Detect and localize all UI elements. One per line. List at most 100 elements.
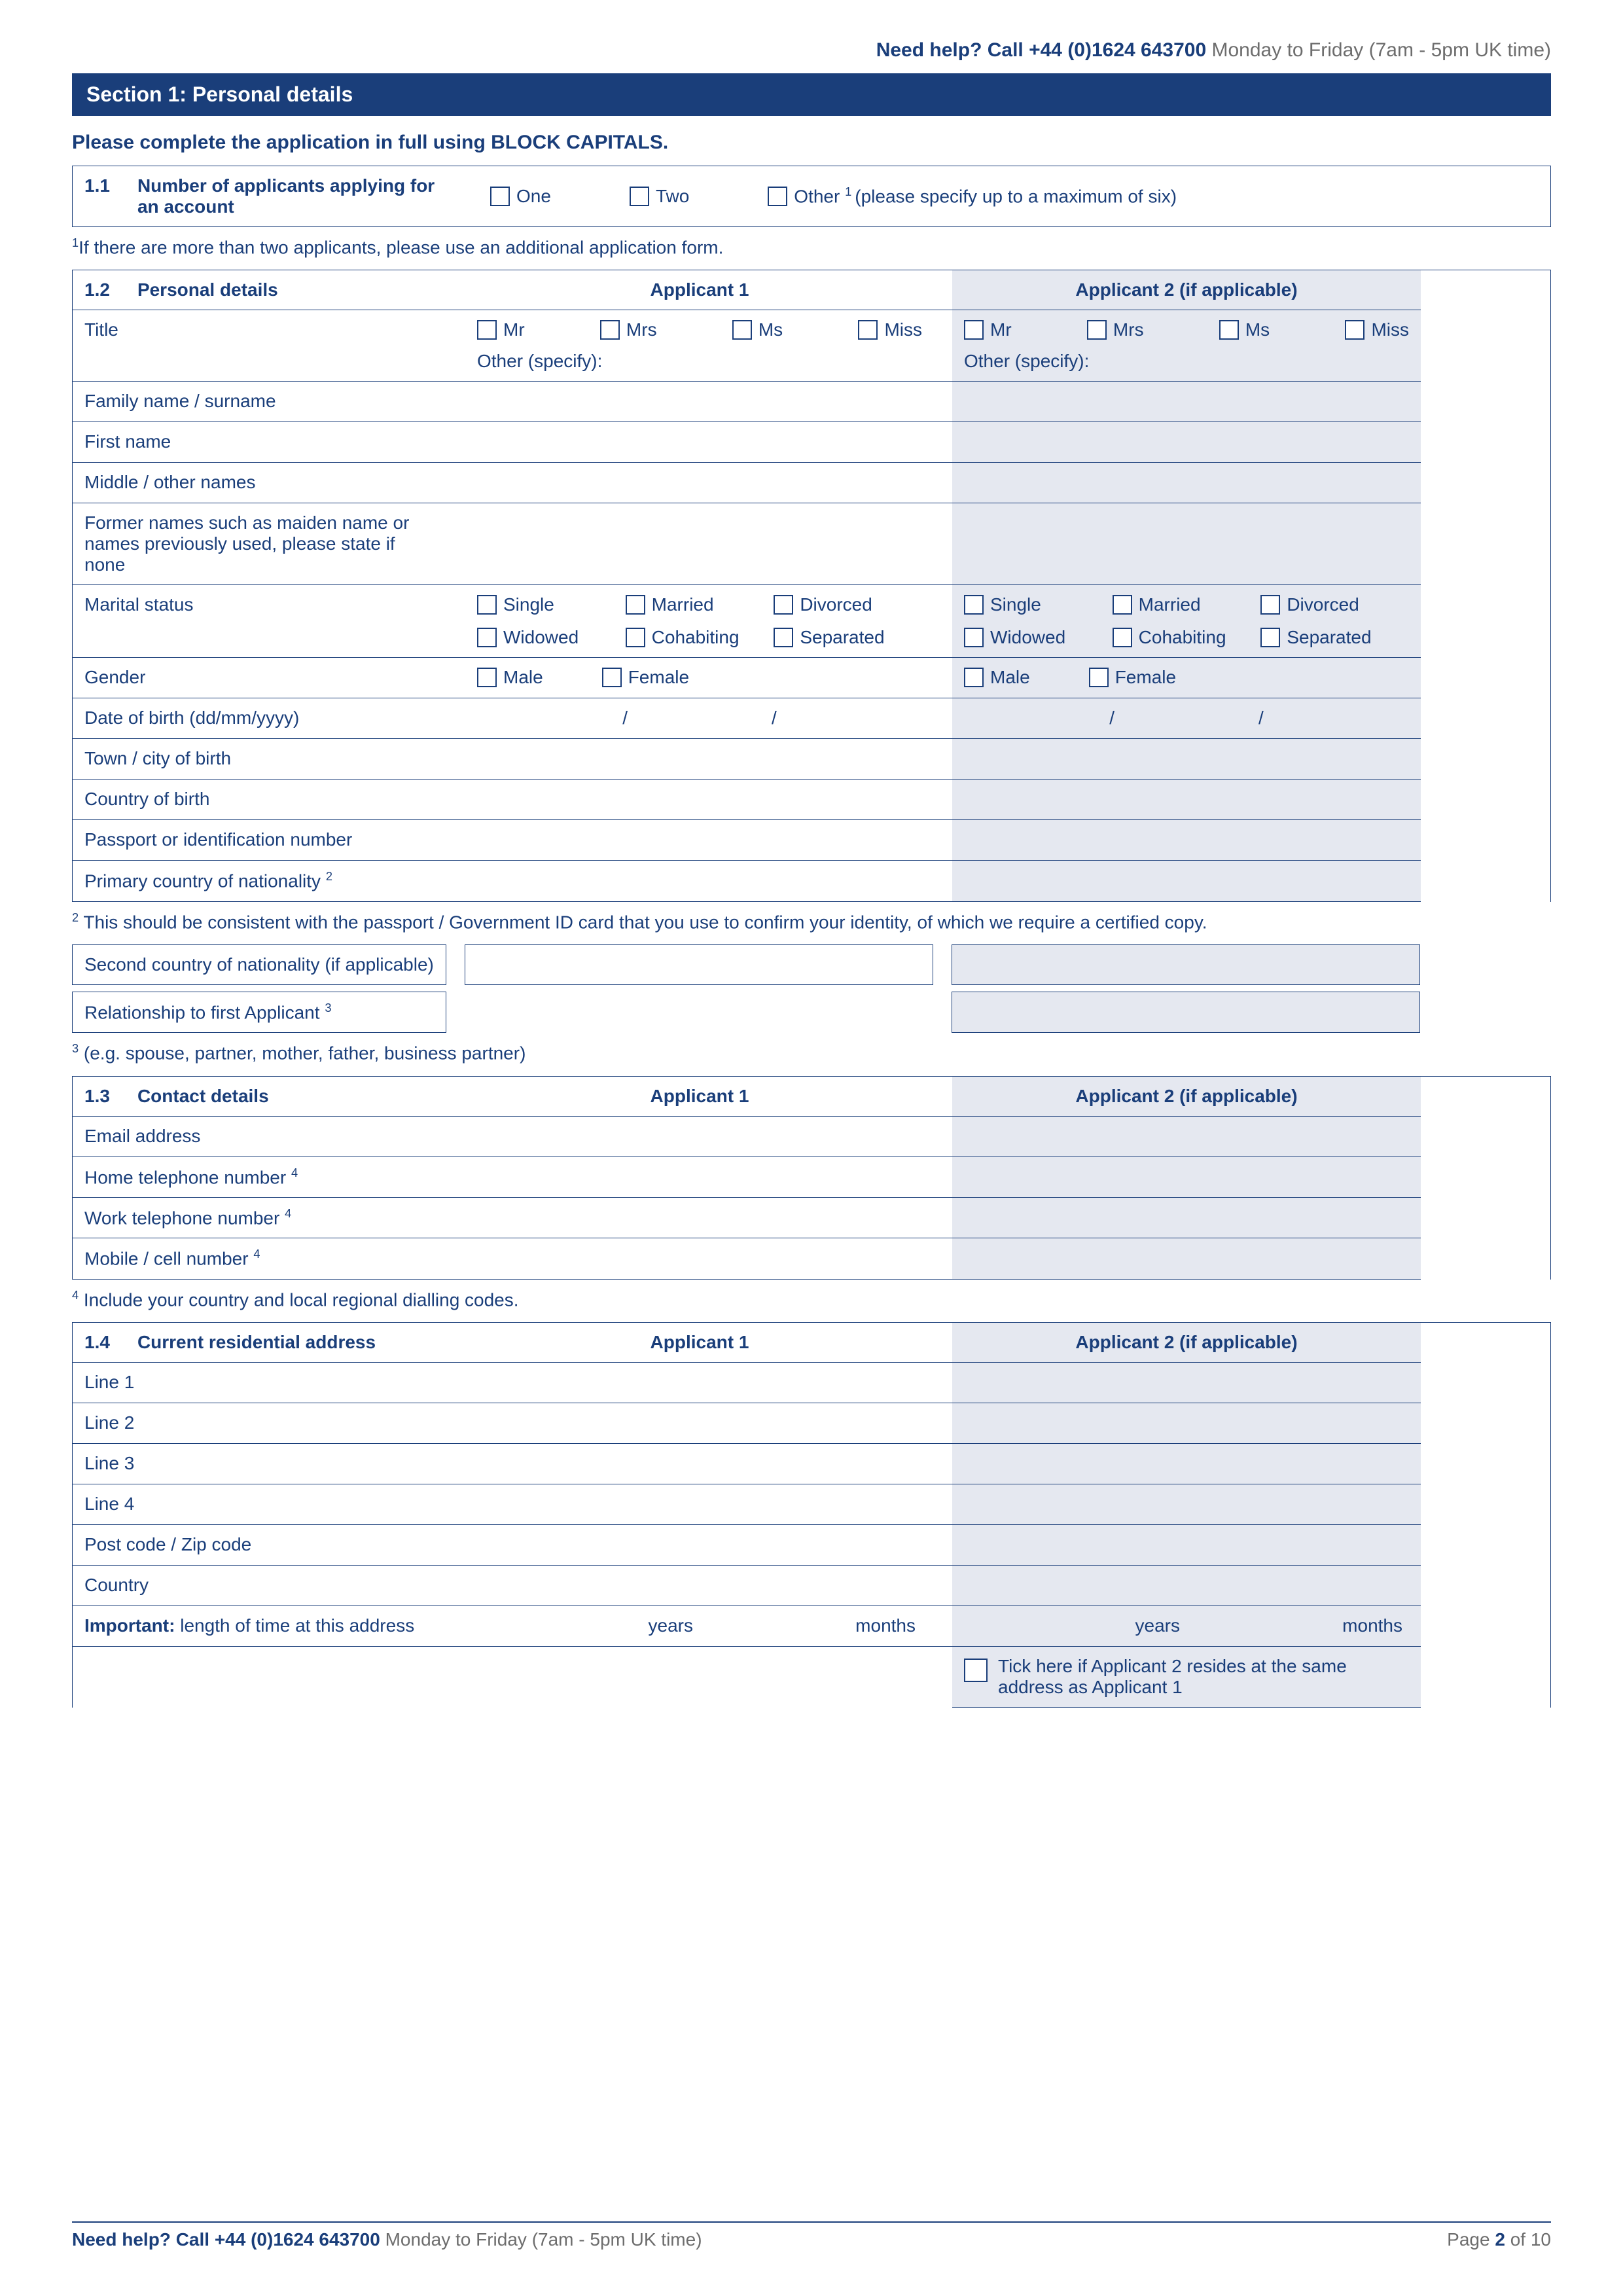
row-primary-nat-a2[interactable] xyxy=(952,861,1421,901)
opt-mr[interactable]: Mr xyxy=(964,319,1012,340)
row-dob-a1[interactable]: // xyxy=(465,698,934,739)
row-l4-a1[interactable] xyxy=(465,1484,934,1525)
checkbox-icon[interactable] xyxy=(964,595,984,615)
row-primary-nat-a1[interactable] xyxy=(465,861,934,901)
row-middle-a1[interactable] xyxy=(465,463,934,503)
row-former-a1[interactable] xyxy=(465,503,934,585)
row-former-a2[interactable] xyxy=(952,503,1421,585)
opt-mr[interactable]: Mr xyxy=(477,319,525,340)
opt-miss[interactable]: Miss xyxy=(858,319,922,340)
checkbox-icon[interactable] xyxy=(964,1659,988,1682)
opt-divorced[interactable]: Divorced xyxy=(1260,594,1409,615)
opt-widowed[interactable]: Widowed xyxy=(964,627,1113,648)
opt-ms[interactable]: Ms xyxy=(732,319,783,340)
row-second-nat-a2[interactable] xyxy=(952,944,1420,985)
checkbox-icon[interactable] xyxy=(964,668,984,687)
row-passport-a1[interactable] xyxy=(465,820,934,861)
row-country-a1[interactable] xyxy=(465,1566,934,1606)
row-l3-a2[interactable] xyxy=(952,1444,1421,1484)
opt-male[interactable]: Male xyxy=(964,667,1030,688)
row-cob-a2[interactable] xyxy=(952,780,1421,820)
row-l2-a2[interactable] xyxy=(952,1403,1421,1444)
row-dob-a2[interactable]: // xyxy=(952,698,1421,739)
row-first-a2[interactable] xyxy=(952,422,1421,463)
opt-single[interactable]: Single xyxy=(964,594,1113,615)
row-home-a1[interactable] xyxy=(465,1157,934,1198)
row-country-a2[interactable] xyxy=(952,1566,1421,1606)
q-1-1[interactable]: 1.1 Number of applicants applying for an… xyxy=(72,166,1551,227)
row-l3-a1[interactable] xyxy=(465,1444,934,1484)
opt-one[interactable]: One xyxy=(490,186,551,207)
row-cob-a1[interactable] xyxy=(465,780,934,820)
row-family-a2[interactable] xyxy=(952,382,1421,422)
other-specify-a2[interactable]: Other (specify): xyxy=(964,351,1409,372)
row-title-a1[interactable]: Mr Mrs Ms Miss Other (specify): xyxy=(465,310,934,382)
opt-widowed[interactable]: Widowed xyxy=(477,627,626,648)
checkbox-icon[interactable] xyxy=(774,628,793,647)
checkbox-icon[interactable] xyxy=(1219,320,1239,340)
row-family-a1[interactable] xyxy=(465,382,934,422)
row-mobile-a2[interactable] xyxy=(952,1238,1421,1279)
row-gender-a1[interactable]: Male Female xyxy=(465,658,934,698)
opt-other[interactable]: Other 1 (please specify up to a maximum … xyxy=(768,185,1177,207)
checkbox-icon[interactable] xyxy=(490,187,510,206)
opt-sep[interactable]: Separated xyxy=(774,627,922,648)
checkbox-icon[interactable] xyxy=(1087,320,1107,340)
checkbox-icon[interactable] xyxy=(1089,668,1109,687)
checkbox-icon[interactable] xyxy=(600,320,620,340)
row-length-a1[interactable]: yearsmonths xyxy=(465,1606,934,1647)
row-work-a1[interactable] xyxy=(465,1198,934,1238)
row-post-a1[interactable] xyxy=(465,1525,934,1566)
checkbox-icon[interactable] xyxy=(626,595,645,615)
opt-male[interactable]: Male xyxy=(477,667,543,688)
opt-mrs[interactable]: Mrs xyxy=(600,319,657,340)
opt-female[interactable]: Female xyxy=(602,667,689,688)
opt-divorced[interactable]: Divorced xyxy=(774,594,922,615)
other-specify-a1[interactable]: Other (specify): xyxy=(477,351,922,372)
checkbox-icon[interactable] xyxy=(732,320,752,340)
checkbox-icon[interactable] xyxy=(477,320,497,340)
row-mobile-a1[interactable] xyxy=(465,1238,934,1279)
opt-miss[interactable]: Miss xyxy=(1345,319,1409,340)
row-middle-a2[interactable] xyxy=(952,463,1421,503)
opt-cohab[interactable]: Cohabiting xyxy=(626,627,774,648)
row-town-a1[interactable] xyxy=(465,739,934,780)
checkbox-icon[interactable] xyxy=(477,628,497,647)
checkbox-icon[interactable] xyxy=(858,320,878,340)
row-first-a1[interactable] xyxy=(465,422,934,463)
row-l1-a1[interactable] xyxy=(465,1363,934,1403)
row-l4-a2[interactable] xyxy=(952,1484,1421,1525)
checkbox-icon[interactable] xyxy=(1260,628,1280,647)
checkbox-icon[interactable] xyxy=(630,187,649,206)
row-home-a2[interactable] xyxy=(952,1157,1421,1198)
row-second-nat-a1[interactable] xyxy=(465,944,933,985)
checkbox-icon[interactable] xyxy=(774,595,793,615)
opt-mrs[interactable]: Mrs xyxy=(1087,319,1144,340)
row-work-a2[interactable] xyxy=(952,1198,1421,1238)
opt-married[interactable]: Married xyxy=(626,594,774,615)
opt-female[interactable]: Female xyxy=(1089,667,1176,688)
opt-single[interactable]: Single xyxy=(477,594,626,615)
row-passport-a2[interactable] xyxy=(952,820,1421,861)
row-post-a2[interactable] xyxy=(952,1525,1421,1566)
row-town-a2[interactable] xyxy=(952,739,1421,780)
checkbox-icon[interactable] xyxy=(1260,595,1280,615)
checkbox-icon[interactable] xyxy=(1113,628,1132,647)
checkbox-icon[interactable] xyxy=(477,668,497,687)
checkbox-icon[interactable] xyxy=(768,187,787,206)
checkbox-icon[interactable] xyxy=(477,595,497,615)
row-same-address[interactable]: Tick here if Applicant 2 resides at the … xyxy=(952,1647,1421,1708)
opt-cohab[interactable]: Cohabiting xyxy=(1113,627,1261,648)
checkbox-icon[interactable] xyxy=(1113,595,1132,615)
row-l2-a1[interactable] xyxy=(465,1403,934,1444)
row-email-a2[interactable] xyxy=(952,1117,1421,1157)
checkbox-icon[interactable] xyxy=(602,668,622,687)
checkbox-icon[interactable] xyxy=(1345,320,1364,340)
row-title-a2[interactable]: Mr Mrs Ms Miss Other (specify): xyxy=(952,310,1421,382)
opt-married[interactable]: Married xyxy=(1113,594,1261,615)
opt-ms[interactable]: Ms xyxy=(1219,319,1270,340)
opt-sep[interactable]: Separated xyxy=(1260,627,1409,648)
row-marital-a1[interactable]: Single Married Divorced Widowed Cohabiti… xyxy=(465,585,934,658)
checkbox-icon[interactable] xyxy=(626,628,645,647)
row-email-a1[interactable] xyxy=(465,1117,934,1157)
